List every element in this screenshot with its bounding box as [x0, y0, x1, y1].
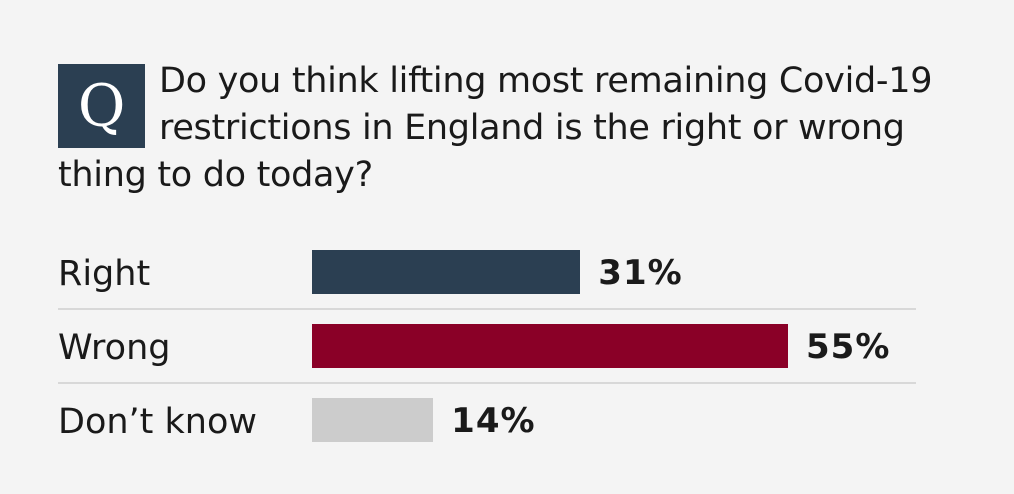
row-divider: [58, 308, 916, 310]
row-divider: [58, 382, 916, 384]
question: Q Do you think lifting most remaining Co…: [58, 58, 958, 199]
bar-wrong: [312, 324, 788, 368]
bar-right: [312, 250, 581, 294]
category-label-wrong: Wrong: [58, 328, 171, 368]
value-label-don-t-know: 14%: [451, 401, 536, 441]
value-label-wrong: 55%: [806, 327, 891, 367]
question-badge: Q: [58, 64, 145, 148]
value-label-right: 31%: [598, 253, 683, 293]
category-label-right: Right: [58, 254, 151, 294]
category-label-don-t-know: Don’t know: [58, 402, 258, 442]
question-text: Do you think lifting most remaining Covi…: [58, 61, 933, 195]
bar-don-t-know: [312, 398, 434, 442]
